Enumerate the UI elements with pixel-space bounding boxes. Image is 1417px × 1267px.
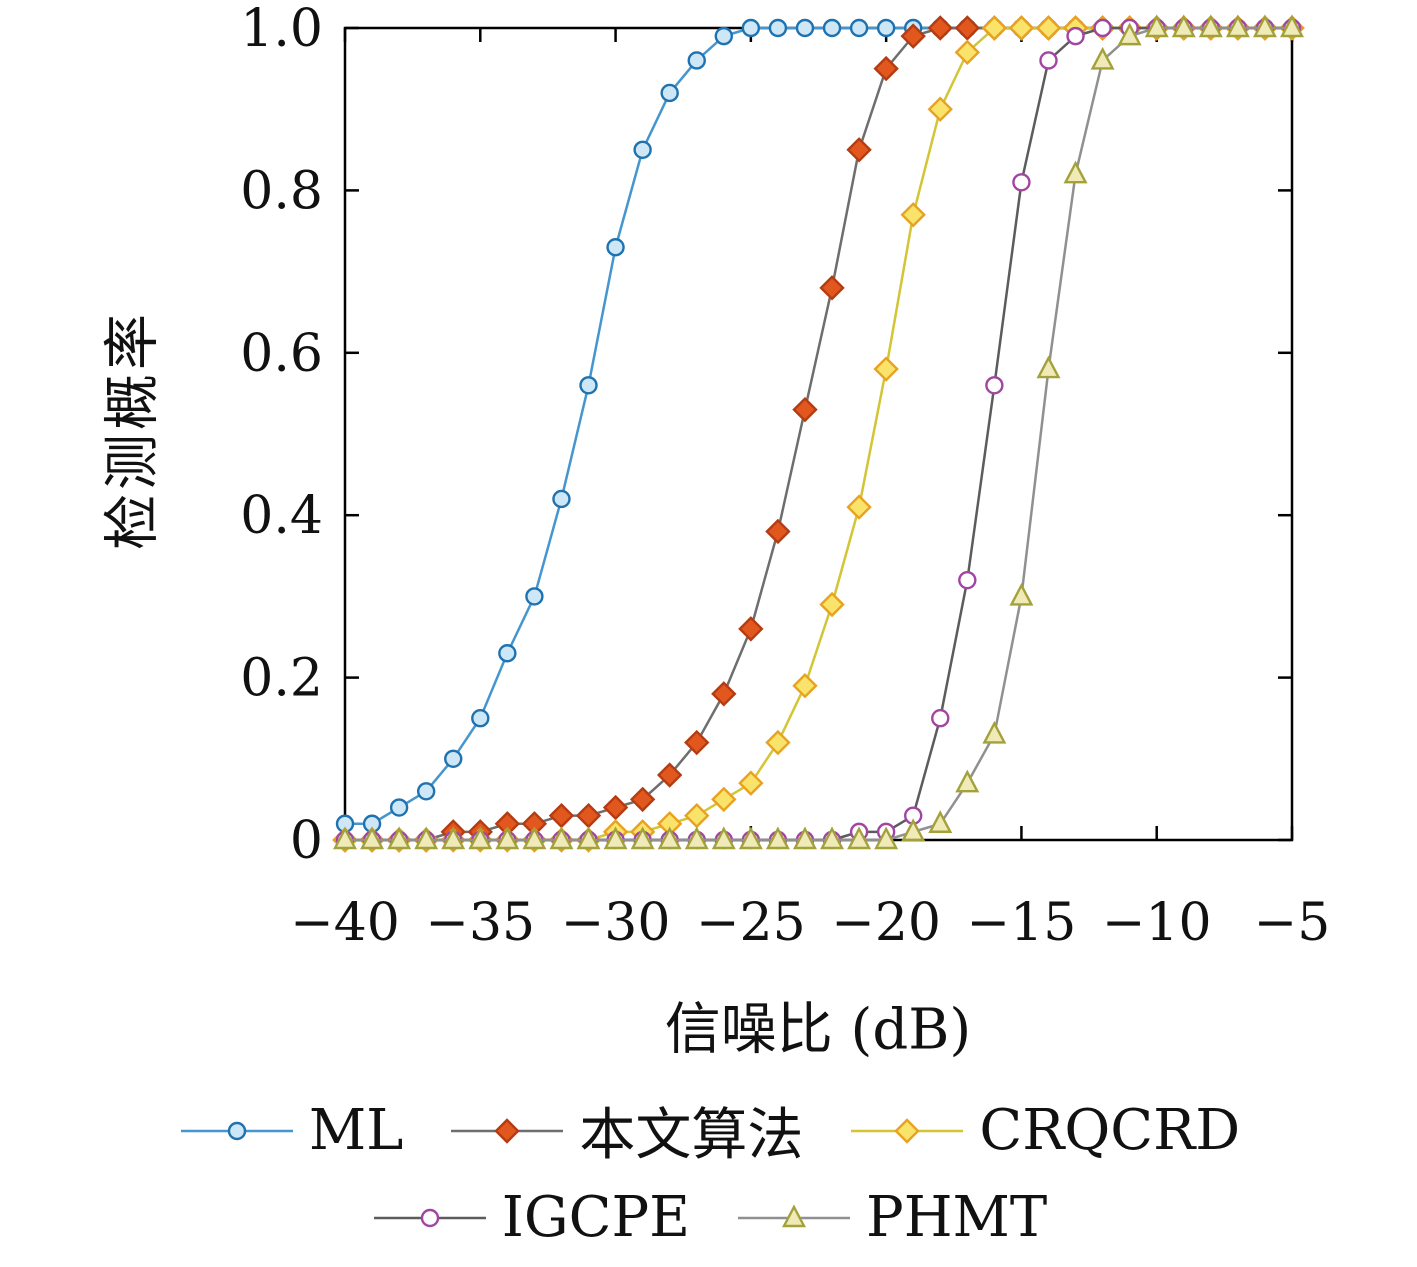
legend-marker-ml-icon [177, 1109, 297, 1153]
legend-marker-igcpe-icon [370, 1196, 490, 1240]
x-tick-label: −40 [290, 893, 400, 953]
x-tick-label: −30 [561, 893, 671, 953]
y-tick-label: 1.0 [240, 0, 323, 59]
legend-label-igcpe: IGCPE [501, 1185, 691, 1250]
legend-item-proposed: 本文算法 [447, 1090, 803, 1171]
legend-item-ml: ML [177, 1098, 404, 1163]
series-PHMT [333, 14, 1304, 850]
y-tick-label: 0.6 [240, 324, 323, 384]
legend: ML 本文算法 CRQCRD IGCPE PHMT [0, 1090, 1417, 1250]
x-tick-label: −10 [1102, 893, 1212, 953]
y-axis-title: 检测概率 [100, 310, 166, 550]
x-tick-label: −15 [967, 893, 1077, 953]
legend-marker-crqcrd-icon [847, 1109, 967, 1153]
y-tick-label: 0.2 [240, 649, 323, 709]
series-ML [335, 18, 1302, 833]
legend-marker-proposed-icon [447, 1109, 567, 1153]
legend-label-ml: ML [308, 1098, 404, 1163]
legend-label-proposed: 本文算法 [579, 1103, 804, 1168]
x-tick-label: −20 [831, 893, 941, 953]
legend-row-1: ML 本文算法 CRQCRD [177, 1090, 1240, 1171]
axis-ticks: −40 −35 −30 −25 −20 −15 −10 −5 0 0.2 0.4 0.6 0.8 1.0 [240, 0, 1330, 953]
y-tick-label: 0 [290, 811, 323, 871]
y-tick-label: 0.8 [240, 161, 323, 221]
x-tick-label: −25 [696, 893, 806, 953]
x-axis-title: 信噪比 (dB) [664, 997, 972, 1063]
legend-row-2: IGCPE PHMT [370, 1185, 1047, 1250]
legend-label-crqcrd: CRQCRD [979, 1098, 1241, 1163]
legend-marker-phmt-icon [734, 1196, 854, 1240]
legend-item-crqcrd: CRQCRD [847, 1098, 1240, 1163]
legend-label-phmt: PHMT [866, 1185, 1048, 1250]
y-tick-label: 0.4 [240, 486, 323, 546]
legend-item-igcpe: IGCPE [370, 1185, 690, 1250]
x-tick-label: −5 [1254, 893, 1331, 953]
x-tick-label: −35 [425, 893, 535, 953]
legend-item-phmt: PHMT [734, 1185, 1047, 1250]
